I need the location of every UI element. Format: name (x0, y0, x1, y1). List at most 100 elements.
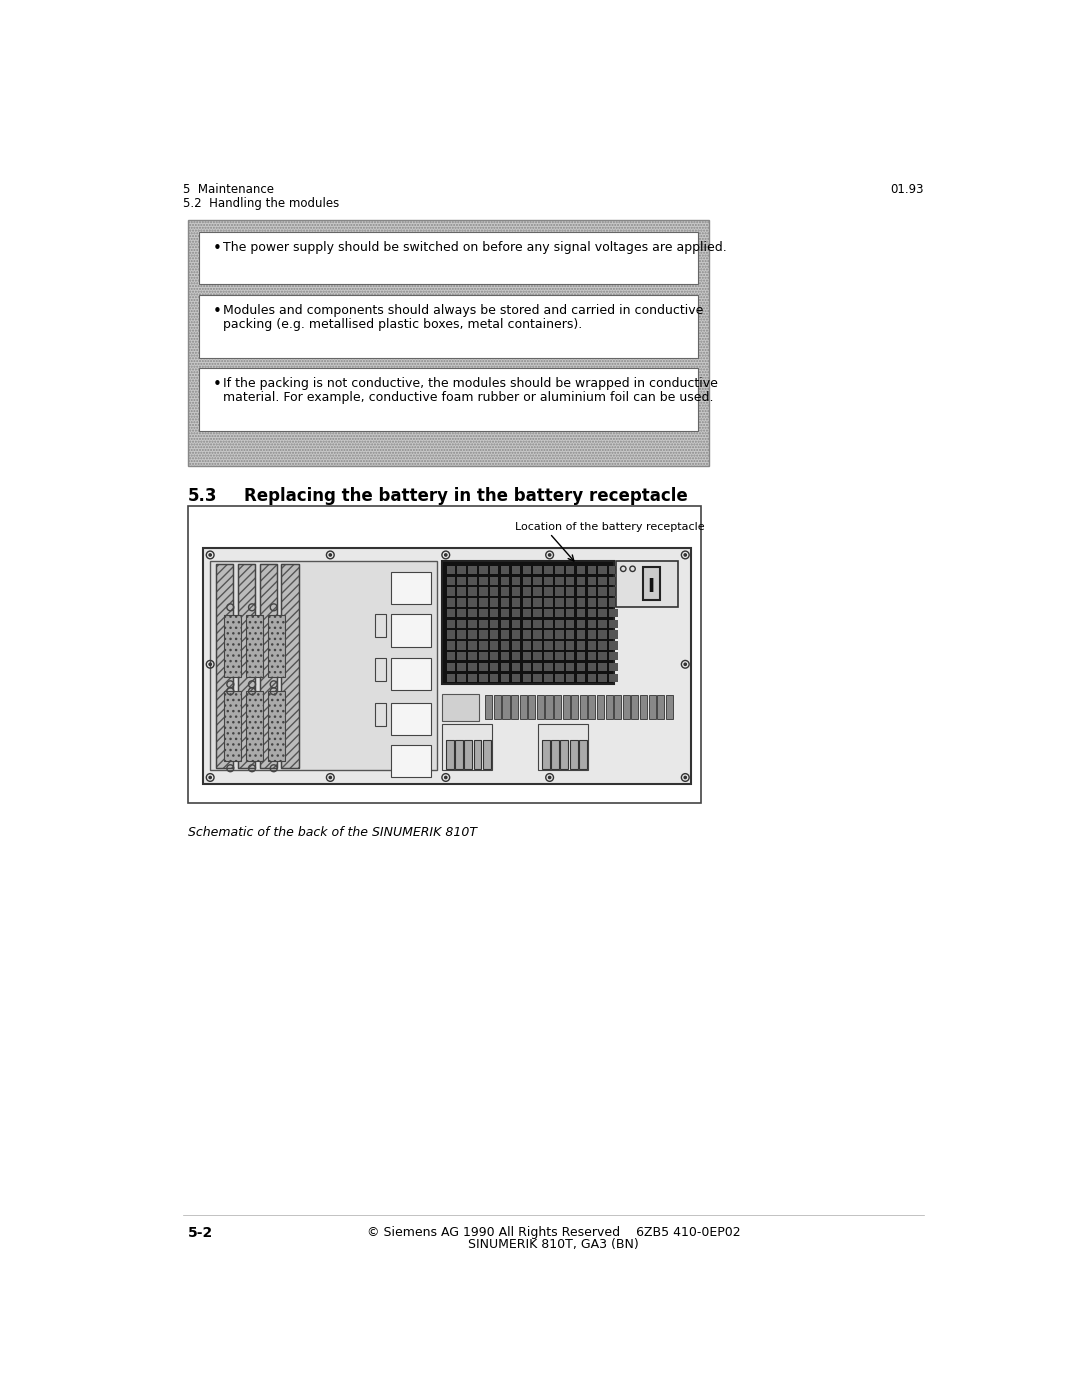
Bar (577, 577, 585, 585)
Bar (375, 615, 387, 637)
Text: SINUMERIK 810T, GA3 (BN): SINUMERIK 810T, GA3 (BN) (468, 1238, 639, 1250)
Bar (566, 577, 575, 585)
Text: Replacing the battery in the battery receptacle: Replacing the battery in the battery rec… (243, 488, 687, 506)
Bar (446, 587, 455, 595)
Text: If the packing is not conductive, the modules should be wrapped in conductive: If the packing is not conductive, the mo… (224, 377, 718, 390)
Bar (512, 577, 521, 585)
Bar (544, 598, 553, 606)
Bar (555, 587, 564, 595)
Text: 5  Maintenance: 5 Maintenance (183, 183, 274, 196)
Bar (238, 564, 255, 768)
Bar (598, 662, 607, 671)
Bar (458, 577, 465, 585)
Bar (511, 696, 518, 719)
Bar (609, 652, 618, 661)
Bar (577, 652, 585, 661)
Bar (544, 652, 553, 661)
Bar (588, 630, 596, 638)
Bar (537, 696, 544, 719)
Bar (523, 609, 531, 617)
Bar (458, 662, 465, 671)
Bar (246, 692, 262, 760)
Bar (216, 564, 233, 768)
Bar (225, 615, 241, 676)
Bar (523, 641, 531, 650)
Bar (490, 620, 499, 629)
Bar (534, 598, 542, 606)
Bar (566, 609, 575, 617)
Bar (512, 652, 521, 661)
Bar (446, 652, 455, 661)
Bar (544, 630, 553, 638)
Bar (391, 703, 431, 735)
Bar (199, 232, 699, 284)
Bar (446, 566, 455, 574)
Bar (375, 658, 387, 682)
Bar (609, 587, 618, 595)
Bar (588, 598, 596, 606)
Text: © Siemens AG 1990 All Rights Reserved    6ZB5 410-0EP02: © Siemens AG 1990 All Rights Reserved 6Z… (367, 1227, 740, 1239)
Bar (480, 662, 488, 671)
Bar (446, 609, 455, 617)
Bar (469, 673, 476, 682)
Bar (199, 295, 699, 358)
Bar (566, 662, 575, 671)
Bar (501, 577, 510, 585)
Bar (446, 630, 455, 638)
Bar (490, 673, 499, 682)
Bar (446, 577, 455, 585)
Bar (490, 566, 499, 574)
Bar (545, 696, 553, 719)
Bar (268, 615, 284, 676)
Bar (446, 641, 455, 650)
Bar (598, 577, 607, 585)
Bar (609, 662, 618, 671)
Bar (512, 641, 521, 650)
Bar (523, 577, 531, 585)
Bar (446, 662, 455, 671)
Bar (490, 630, 499, 638)
Bar (442, 725, 491, 770)
Bar (563, 696, 570, 719)
Bar (483, 740, 490, 768)
Bar (598, 598, 607, 606)
Bar (446, 598, 455, 606)
Bar (528, 696, 536, 719)
Bar (246, 615, 262, 676)
Bar (512, 662, 521, 671)
Text: 5.2  Handling the modules: 5.2 Handling the modules (183, 197, 339, 210)
Text: •: • (213, 305, 221, 319)
Bar (577, 598, 585, 606)
Bar (523, 630, 531, 638)
Bar (588, 577, 596, 585)
Bar (490, 609, 499, 617)
Bar (502, 696, 510, 719)
Bar (203, 548, 691, 784)
Bar (658, 696, 664, 719)
Bar (588, 652, 596, 661)
Bar (623, 696, 630, 719)
Bar (458, 620, 465, 629)
Bar (555, 598, 564, 606)
Bar (555, 566, 564, 574)
Bar (480, 598, 488, 606)
Bar (211, 562, 437, 770)
Bar (555, 673, 564, 682)
Circle shape (329, 553, 332, 556)
Bar (649, 696, 656, 719)
Circle shape (210, 777, 212, 778)
Bar (588, 620, 596, 629)
Bar (555, 609, 564, 617)
Bar (501, 673, 510, 682)
Bar (512, 630, 521, 638)
Circle shape (684, 777, 687, 778)
Bar (512, 598, 521, 606)
Bar (458, 598, 465, 606)
Bar (490, 662, 499, 671)
Bar (446, 673, 455, 682)
Bar (577, 662, 585, 671)
Bar (566, 630, 575, 638)
Bar (469, 662, 476, 671)
Bar (490, 652, 499, 661)
Bar (598, 587, 607, 595)
